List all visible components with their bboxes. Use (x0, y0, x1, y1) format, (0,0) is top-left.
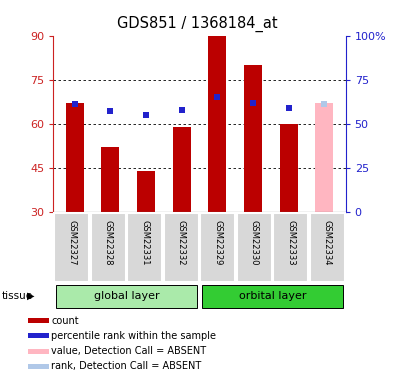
Text: tissue: tissue (2, 291, 33, 301)
Text: GSM22333: GSM22333 (286, 220, 295, 266)
FancyBboxPatch shape (310, 213, 345, 282)
FancyBboxPatch shape (200, 213, 235, 282)
Text: GSM22329: GSM22329 (213, 220, 222, 266)
Text: count: count (51, 315, 79, 326)
Bar (28, 349, 49, 354)
Text: rank, Detection Call = ABSENT: rank, Detection Call = ABSENT (51, 361, 201, 371)
Text: GSM22332: GSM22332 (177, 220, 186, 266)
FancyBboxPatch shape (273, 213, 308, 282)
Text: GSM22331: GSM22331 (140, 220, 149, 266)
Bar (66, 103, 84, 212)
Bar (28, 333, 49, 338)
Text: percentile rank within the sample: percentile rank within the sample (51, 331, 216, 341)
Bar (315, 103, 333, 212)
Text: ▶: ▶ (27, 291, 34, 301)
Bar (137, 171, 155, 212)
Bar (244, 65, 262, 212)
Bar (280, 124, 297, 212)
FancyBboxPatch shape (164, 213, 199, 282)
Bar (209, 36, 226, 212)
Text: GSM22328: GSM22328 (103, 220, 113, 266)
FancyBboxPatch shape (202, 285, 343, 308)
Text: orbital layer: orbital layer (239, 291, 306, 301)
FancyBboxPatch shape (56, 285, 197, 308)
Text: GDS851 / 1368184_at: GDS851 / 1368184_at (117, 16, 278, 33)
FancyBboxPatch shape (237, 213, 272, 282)
Text: global layer: global layer (94, 291, 159, 301)
Bar (28, 318, 49, 323)
Bar (28, 364, 49, 369)
FancyBboxPatch shape (54, 213, 89, 282)
Text: value, Detection Call = ABSENT: value, Detection Call = ABSENT (51, 346, 207, 356)
Bar (173, 127, 190, 212)
FancyBboxPatch shape (90, 213, 126, 282)
Text: GSM22334: GSM22334 (323, 220, 332, 266)
Bar (102, 147, 119, 212)
FancyBboxPatch shape (127, 213, 162, 282)
Text: GSM22327: GSM22327 (67, 220, 76, 266)
Text: GSM22330: GSM22330 (250, 220, 259, 266)
